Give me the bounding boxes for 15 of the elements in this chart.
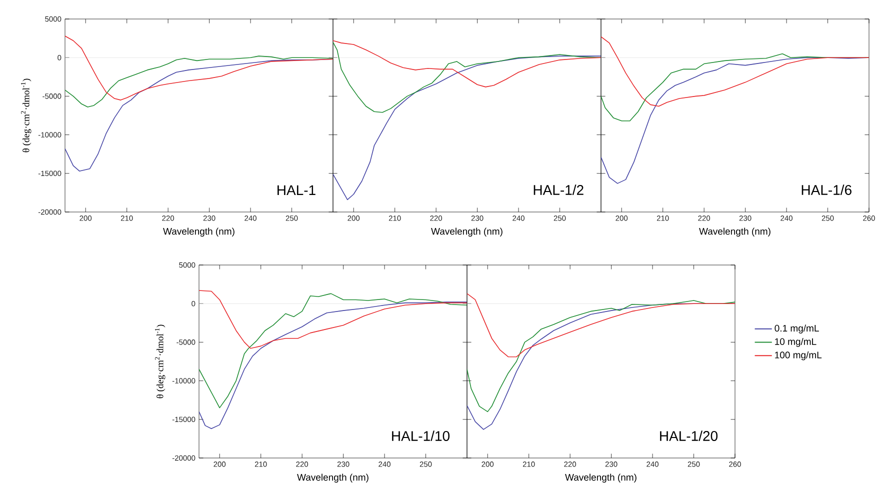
x-axis-title: Wavelength (nm)	[699, 228, 770, 237]
y-axis-title: θ (deg·cm$^{2}$·dmol$^{-1}$)	[20, 78, 32, 152]
annotation: HAL-1/10	[392, 430, 450, 441]
legend-label: 0.1 mg/mL	[774, 324, 819, 334]
y-axis-title: θ (deg·cm$^{2}$·dmol$^{-1}$)	[154, 324, 166, 398]
x-axis-title: Wavelength (nm)	[297, 474, 368, 483]
annotation: HAL-1/6	[802, 184, 852, 195]
annotation: HAL-1	[278, 185, 316, 195]
legend-label: 10 mg/mL	[775, 338, 816, 347]
x-axis-title: Wavelength (nm)	[431, 228, 502, 237]
annotation: HAL-1/20	[660, 430, 718, 441]
legend-label: 100 mg/mL	[775, 351, 822, 360]
annotation: HAL-1/2	[534, 184, 584, 195]
x-axis-title: Wavelength (nm)	[565, 474, 636, 483]
x-axis-title: Wavelength (nm)	[163, 228, 234, 237]
